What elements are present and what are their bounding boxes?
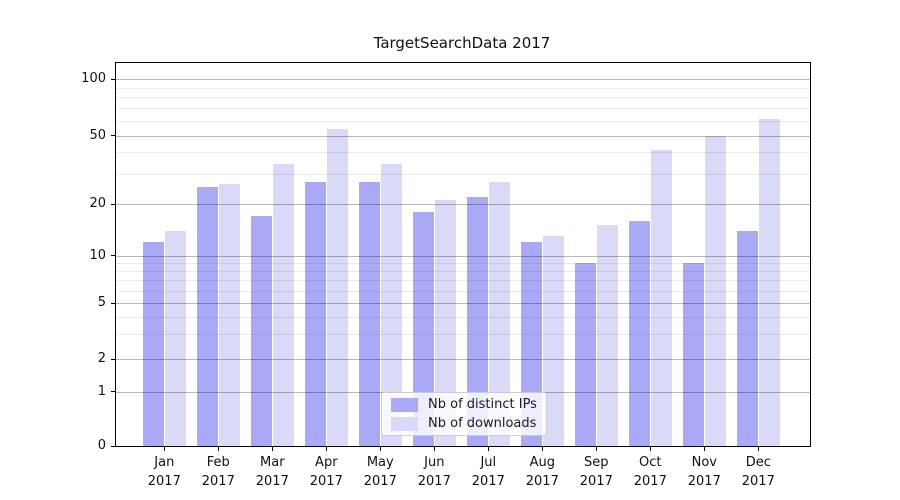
x-tick-label: Sep 2017	[579, 455, 613, 489]
x-tick-label: Mar 2017	[255, 455, 289, 489]
plot-area: Nb of distinct IPs Nb of downloads 0 1 2 5 1…	[81, 62, 811, 489]
x-tick	[541, 446, 544, 451]
chart-title: TargetSearchData 2017	[373, 34, 551, 52]
x-tick-label: Jun 2017	[417, 455, 451, 489]
bar-downloads-aug	[542, 236, 564, 446]
bar-distinct-ips-sep	[574, 262, 596, 446]
bar-downloads-oct	[650, 150, 672, 446]
y-tick-label: 2	[97, 351, 106, 366]
gridline-minor	[116, 87, 810, 89]
legend-item-downloads: Nb of downloads	[382, 414, 546, 433]
bar-downloads-apr	[326, 129, 348, 446]
bar-distinct-ips-apr	[304, 181, 326, 446]
x-tick	[217, 446, 220, 451]
x-tick-label: Jul 2017	[471, 455, 505, 489]
x-tick	[433, 446, 436, 451]
y-tick	[111, 358, 116, 360]
y-tick-label: 20	[89, 196, 106, 211]
y-tick	[111, 445, 116, 447]
bar-distinct-ips-nov	[682, 262, 704, 446]
legend-label-downloads: Nb of downloads	[428, 416, 537, 431]
bar-downloads-feb	[218, 184, 240, 446]
y-tick-label: 1	[97, 383, 106, 399]
x-tick	[757, 446, 760, 451]
legend-item-distinct-ips: Nb of distinct IPs	[382, 395, 546, 414]
y-tick	[111, 135, 116, 137]
bar-downloads-mar	[272, 164, 294, 446]
x-tick	[163, 446, 166, 451]
x-tick-label: Apr 2017	[309, 455, 343, 489]
y-tick	[111, 302, 116, 304]
x-tick	[703, 446, 706, 451]
legend-swatch-downloads	[391, 416, 418, 431]
y-tick-label: 10	[89, 247, 106, 263]
legend-swatch-distinct-ips	[391, 397, 418, 412]
bar-distinct-ips-may	[358, 181, 380, 446]
x-tick	[271, 446, 274, 451]
bar-distinct-ips-feb	[196, 187, 218, 446]
bar-downloads-jan	[164, 230, 186, 446]
gridline-minor	[116, 108, 810, 110]
bar-downloads-jun	[434, 200, 456, 446]
bar-distinct-ips-dec	[736, 230, 758, 446]
x-tick-label: Oct 2017	[633, 455, 667, 489]
bar-distinct-ips-jun	[412, 211, 434, 446]
x-tick	[595, 446, 598, 451]
gridline-minor	[116, 120, 810, 122]
bar-distinct-ips-oct	[628, 220, 650, 446]
x-tick-label: Feb 2017	[201, 455, 235, 489]
x-tick-label: Nov 2017	[687, 455, 721, 489]
legend-label-distinct-ips: Nb of distinct IPs	[428, 397, 537, 412]
bar-downloads-sep	[596, 225, 618, 446]
x-tick	[487, 446, 490, 451]
x-tick	[649, 446, 652, 451]
x-tick-label: Dec 2017	[741, 455, 775, 489]
y-tick-label: 5	[97, 295, 106, 310]
bar-distinct-ips-mar	[250, 216, 272, 446]
y-tick-label: 0	[97, 438, 106, 453]
y-tick-label: 50	[89, 127, 106, 143]
bar-downloads-jul	[488, 181, 510, 446]
bar-downloads-dec	[758, 119, 780, 446]
bar-downloads-may	[380, 164, 402, 446]
gridline-minor	[116, 97, 810, 99]
y-tick-label: 100	[81, 71, 106, 86]
x-tick-label: Aug 2017	[525, 455, 559, 489]
bar-downloads-nov	[704, 135, 726, 446]
x-tick	[379, 446, 382, 451]
x-tick-label: May 2017	[363, 455, 397, 489]
y-tick	[111, 203, 116, 205]
y-tick	[111, 391, 116, 393]
x-tick-label: Jan 2017	[147, 455, 181, 489]
legend: Nb of distinct IPs Nb of downloads	[381, 392, 547, 436]
y-tick	[111, 255, 116, 257]
bar-distinct-ips-jan	[142, 241, 164, 446]
bar-distinct-ips-jul	[466, 196, 488, 446]
x-tick	[325, 446, 328, 451]
gridline-major	[116, 79, 810, 80]
y-tick	[111, 78, 116, 80]
